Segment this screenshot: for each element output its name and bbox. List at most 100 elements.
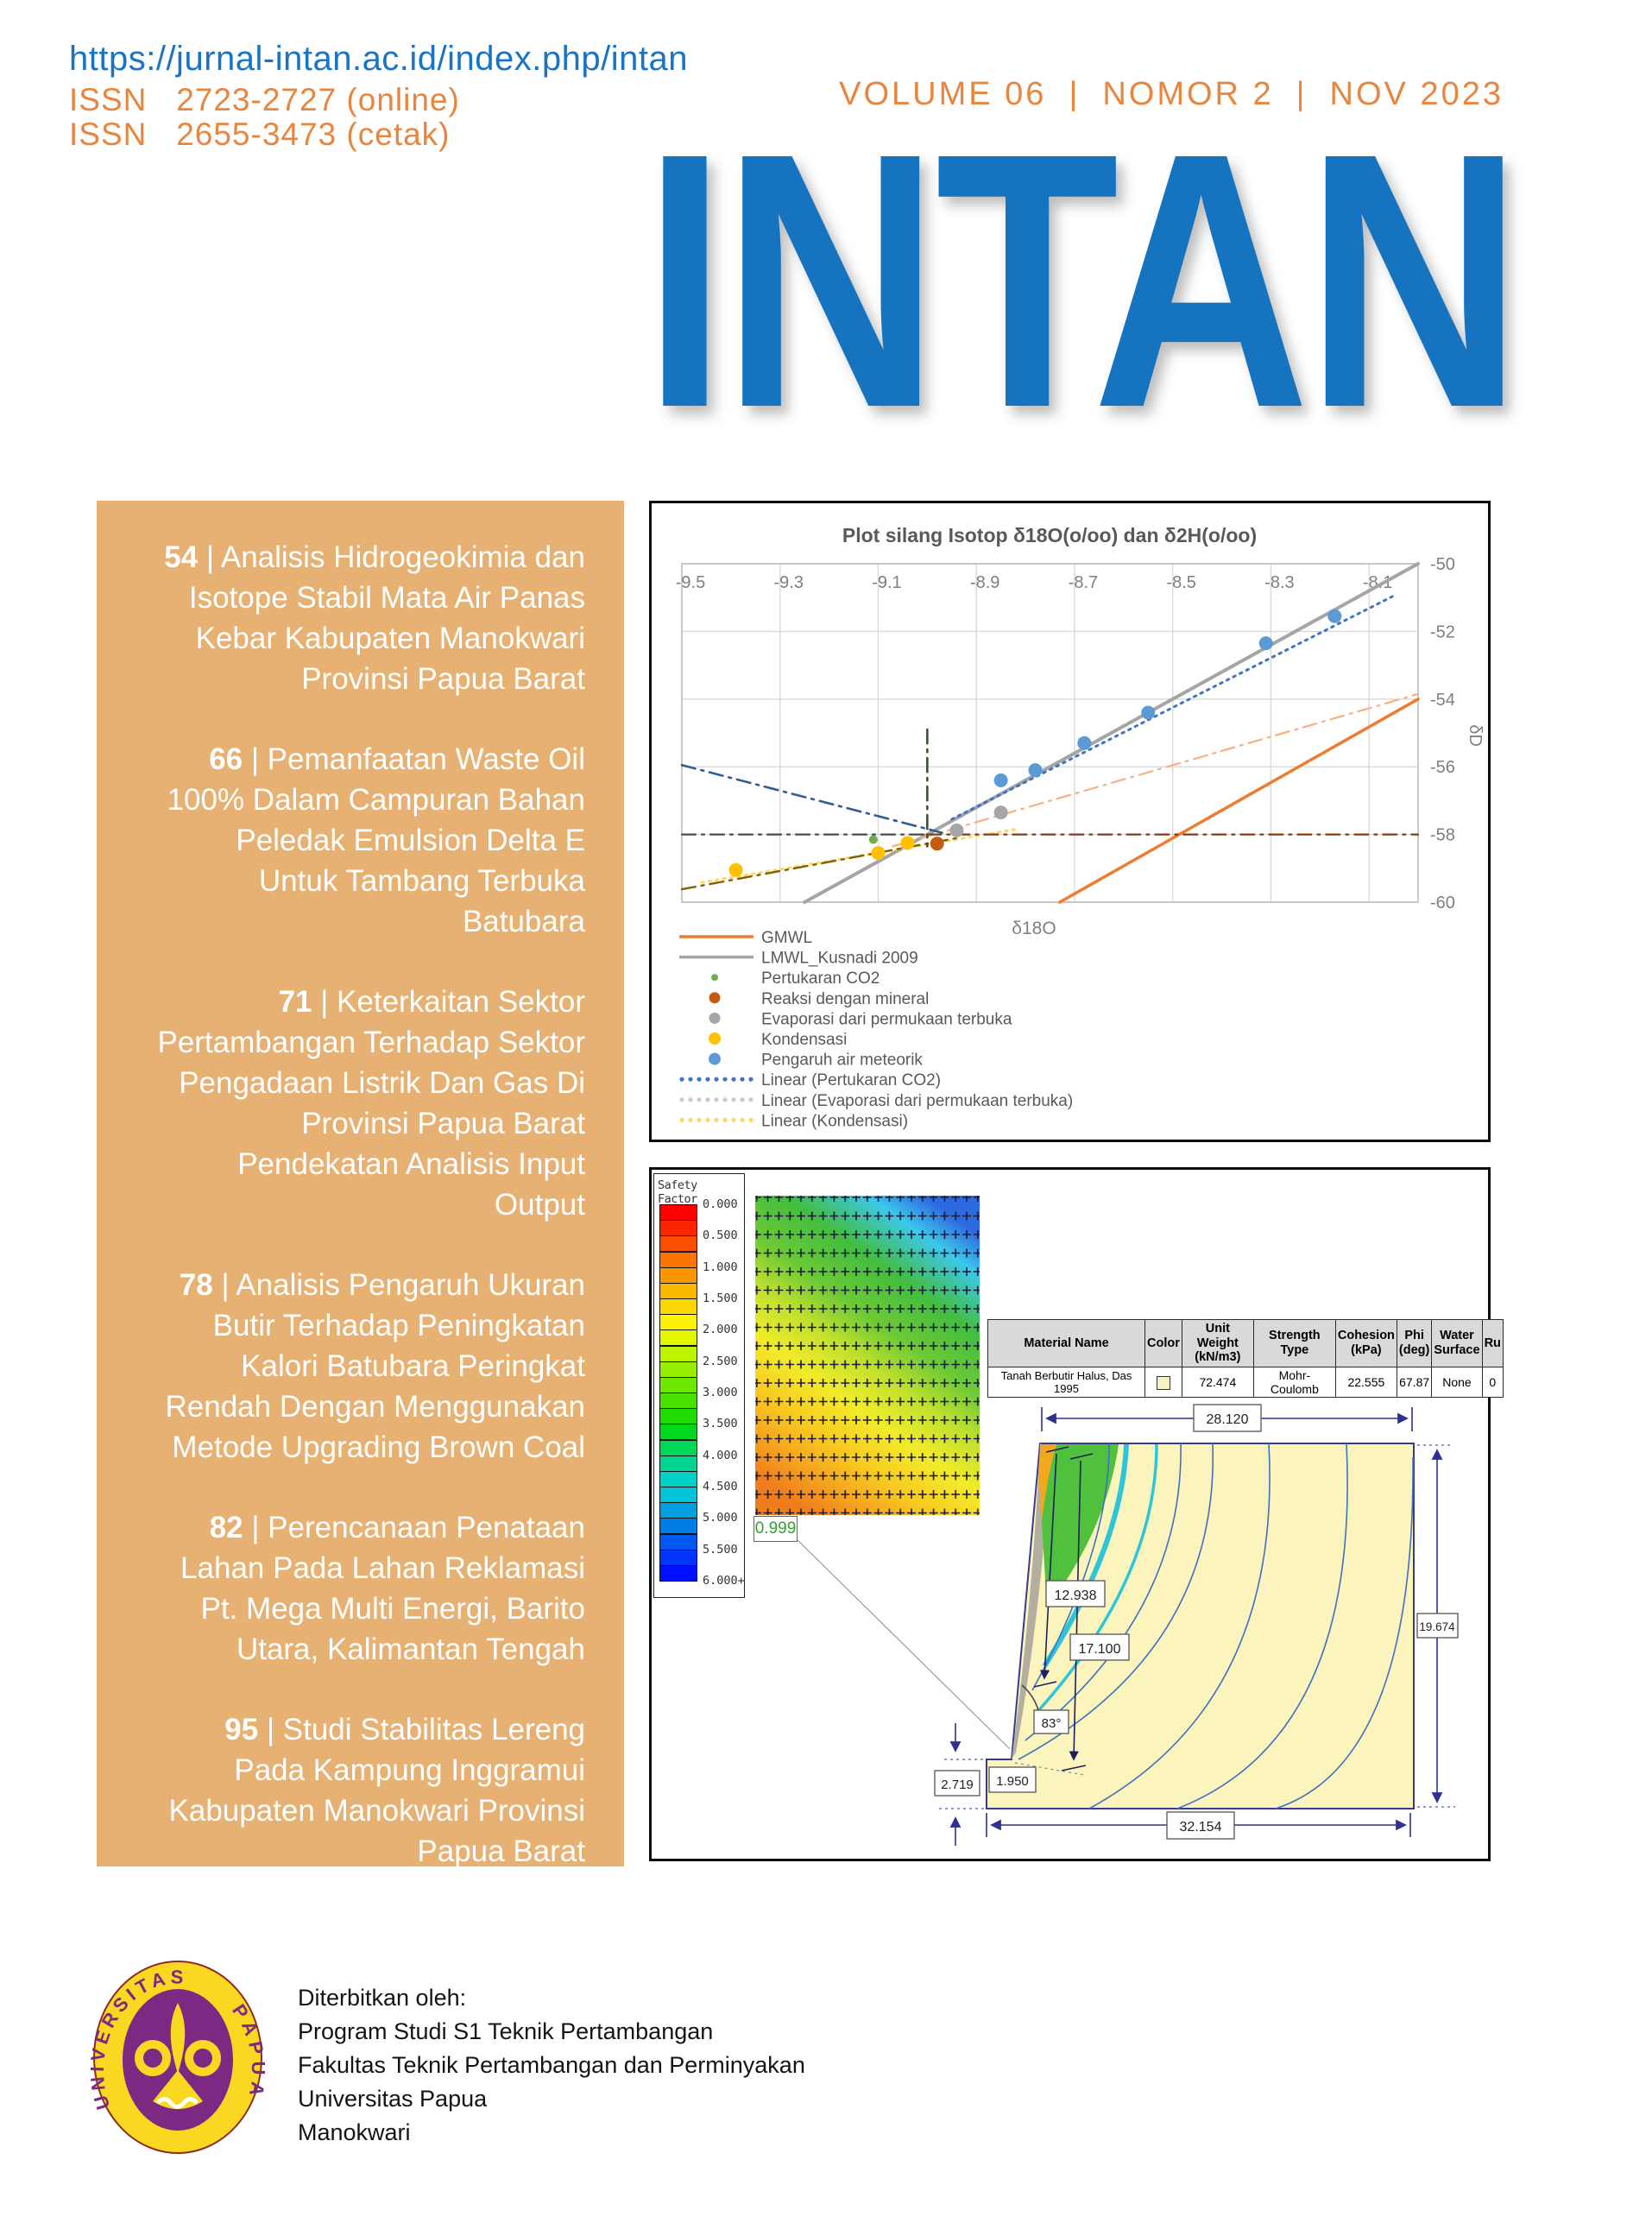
material-color-cell [1144, 1367, 1182, 1398]
svg-text:LMWL_Kusnadi 2009: LMWL_Kusnadi 2009 [761, 950, 918, 968]
material-name-cell: Tanah Berbutir Halus, Das 1995 [987, 1367, 1145, 1398]
safety-factor-ramp-cell [659, 1470, 697, 1487]
dim-slope-angle: 83° [1042, 1716, 1062, 1731]
issn-online: ISSN 2723-2727 (online) [69, 82, 460, 117]
toc-article-71: 71 | Keterkaitan Sektor Pertambangan Ter… [157, 985, 585, 1222]
dimension-labels: 28.120 19.674 32.154 2.719 1.950 12.938 … [934, 1404, 1459, 1840]
safety-factor-ramp-cell [659, 1376, 697, 1393]
material-color-swatch [1156, 1375, 1170, 1390]
safety-factor-ramp-label: 4.000 [703, 1448, 738, 1462]
slope-face-band [1012, 1443, 1051, 1759]
svg-text:Pertukaran CO2: Pertukaran CO2 [761, 969, 880, 988]
universitas-papua-logo: UNIVERSITAS PAPUA [91, 1961, 263, 2154]
table-cell: 72.474 [1181, 1367, 1254, 1398]
leader-line [794, 1537, 1011, 1750]
safety-factor-ramp-label: 6.000+ [703, 1573, 745, 1588]
safety-factor-ramp-cell [659, 1266, 697, 1284]
journal-title: INTAN [643, 79, 1523, 483]
toc-article-66: 66 | Pemanfaatan Waste Oil 100% Dalam Ca… [167, 742, 585, 938]
safety-factor-contour-mesh [755, 1196, 980, 1515]
y-axis-label: δD [1466, 724, 1485, 747]
svg-text:-9.5: -9.5 [676, 573, 705, 592]
dim-bottom: 32.154 [1180, 1820, 1222, 1835]
critical-safety-factor: 0.999 [753, 1516, 798, 1542]
svg-text:GMWL: GMWL [761, 929, 812, 947]
table-header: Water Surface [1431, 1319, 1483, 1367]
isotope-crossplot-chart: Plot silang Isotop δ18O(o/oo) dan δ2H(o/… [676, 524, 1485, 1130]
x-axis-label: δ18O [1012, 919, 1056, 938]
safety-factor-ramp-label: 0.500 [703, 1228, 738, 1243]
material-properties-table: Material Name Color Unit Weight (kN/m3) Str… [987, 1319, 1504, 1398]
table-header: Ru [1481, 1319, 1504, 1367]
svg-text:Pengaruh air meteorik: Pengaruh air meteorik [761, 1052, 923, 1070]
safety-factor-ramp-label: 1.000 [703, 1260, 738, 1274]
dim-left-step: 2.719 [941, 1778, 974, 1792]
volume-line: VOLUME 06 | NOMOR 2 | NOV 2023 [839, 76, 1504, 113]
table-header: Material Name [987, 1319, 1145, 1367]
safety-factor-ramp-cell [659, 1424, 697, 1441]
separator: | [1296, 76, 1308, 112]
dim-slip2: 17.100 [1079, 1642, 1121, 1657]
safety-factor-ramp-label: 1.500 [703, 1291, 738, 1305]
safety-factor-ramp-cell [659, 1282, 697, 1299]
safety-factor-ramp-cell [659, 1487, 697, 1504]
publisher-line: Program Studi S1 Teknik Pertambangan [298, 2018, 714, 2044]
slope-stability-drawing: 28.120 19.674 32.154 2.719 1.950 12.938 … [755, 1196, 1459, 1846]
table-cell: Mohr-Coulomb [1252, 1367, 1336, 1398]
safety-factor-ramp-cell [659, 1251, 697, 1268]
safety-factor-ramp-label: 5.500 [703, 1542, 738, 1557]
svg-text:-8.9: -8.9 [970, 573, 999, 592]
safety-factor-ramp-cell [659, 1220, 697, 1237]
safety-factor-ramp-cell [659, 1298, 697, 1316]
safety-factor-ramp-cell [659, 1393, 697, 1410]
svg-text:Linear (Kondensasi): Linear (Kondensasi) [761, 1112, 908, 1130]
safety-factor-ramp-cell [659, 1204, 697, 1221]
safety-factor-ramp-cell [659, 1518, 697, 1535]
svg-text:-8.7: -8.7 [1069, 573, 1098, 592]
table-header: Cohesion (kPa) [1334, 1319, 1397, 1367]
svg-text:Linear (Pertukaran CO2): Linear (Pertukaran CO2) [761, 1071, 941, 1089]
svg-text:Evaporasi dari permukaan terbu: Evaporasi dari permukaan terbuka [761, 1010, 1012, 1028]
svg-text:-8.1: -8.1 [1363, 573, 1392, 592]
table-cell: None [1431, 1367, 1483, 1398]
svg-text:Kondensasi: Kondensasi [761, 1031, 847, 1049]
safety-factor-legend-title: Safety Factor [658, 1178, 697, 1206]
journal-url-link[interactable]: https://jurnal-intan.ac.id/index.php/int… [69, 40, 688, 78]
safety-factor-ramp-cell [659, 1314, 697, 1331]
svg-text:Linear (Evaporasi dari permuka: Linear (Evaporasi dari permukaan terbuka… [761, 1092, 1073, 1110]
svg-text:Reaksi dengan mineral: Reaksi dengan mineral [761, 990, 929, 1008]
toc-article-54: 54 | Analisis Hidrogeokimia dan Isotope … [164, 540, 585, 696]
safety-factor-ramp-cell [659, 1455, 697, 1472]
slope-geometry [986, 1443, 1415, 1809]
safety-factor-ramp-label: 4.500 [703, 1479, 738, 1494]
svg-text:-8.3: -8.3 [1264, 573, 1294, 592]
separator: | [1069, 76, 1081, 112]
dim-right: 19.674 [1419, 1620, 1455, 1633]
table-cell: 22.555 [1334, 1367, 1397, 1398]
svg-text:-54: -54 [1430, 691, 1455, 710]
safety-factor-ramp-label: 3.000 [703, 1385, 738, 1399]
safety-factor-ramp-cell [659, 1549, 697, 1566]
toc-article-78: 78 | Analisis Pengaruh Ukuran Butir Terh… [165, 1268, 586, 1464]
publisher-info: Diterbitkan oleh: Program Studi S1 Teknik… [298, 1981, 805, 2150]
table-cell: 67.87 [1396, 1367, 1433, 1398]
svg-text:-56: -56 [1430, 758, 1455, 777]
table-header: Phi (deg) [1396, 1319, 1433, 1367]
safety-factor-ramp-label: 2.000 [703, 1323, 738, 1337]
safety-factor-ramp-cell [659, 1408, 697, 1425]
safety-factor-ramp-label: 5.000 [703, 1511, 738, 1525]
publisher-line: Universitas Papua [298, 2086, 488, 2112]
toc-article-82: 82 | Perencanaan Penataan Lahan Pada Lah… [180, 1511, 585, 1666]
safety-factor-ramp-cell [659, 1345, 697, 1362]
publisher-line: Diterbitkan oleh: [298, 1985, 467, 2011]
date-label: NOV 2023 [1329, 76, 1504, 112]
publisher-line: Manokwari [298, 2119, 411, 2145]
table-header: Unit Weight (kN/m3) [1181, 1319, 1254, 1367]
safety-factor-ramp-cell [659, 1533, 697, 1550]
dim-base: 1.950 [996, 1774, 1029, 1789]
safety-factor-ramp-label: 0.000 [703, 1197, 738, 1211]
safety-factor-ramp-cell [659, 1361, 697, 1378]
volume-label: VOLUME 06 [839, 76, 1047, 112]
svg-text:-9.3: -9.3 [773, 573, 803, 592]
